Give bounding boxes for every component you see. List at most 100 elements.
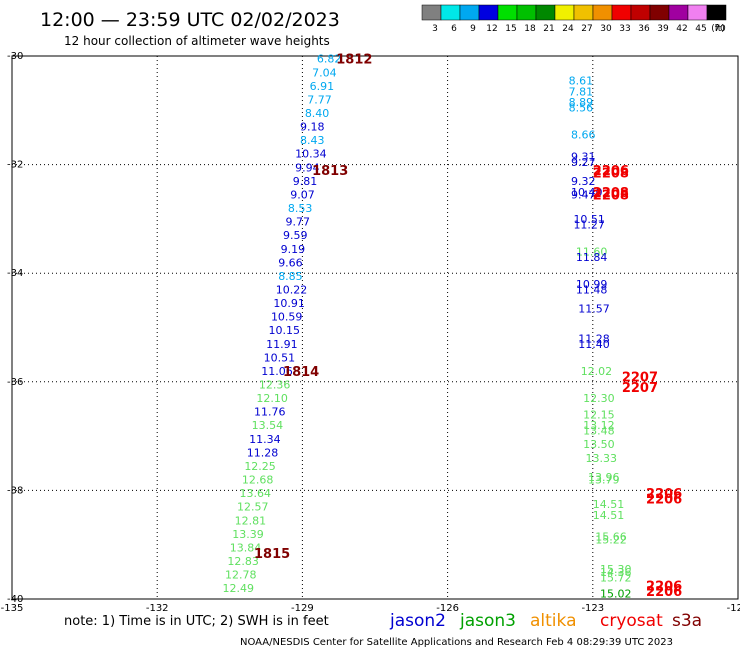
colorbar-swatch — [516, 4, 537, 21]
x-tick-label: -126 — [436, 603, 459, 614]
colorbar-swatch — [535, 4, 556, 21]
y-tick-label: -34 — [7, 268, 23, 279]
axis-ticks: -135 -132 -129 -126 -123 -120 -30 -32 -34 -36 -38 -… — [1, 51, 740, 614]
wave-height-label: 8.43 — [300, 134, 325, 147]
wave-height-points: 6.827.046.917.778.409.188.4310.349.949.8… — [223, 53, 632, 601]
colorbar-swatch — [630, 4, 651, 21]
wave-height-label: 12.10 — [256, 392, 288, 405]
wave-height-label: 12.15 — [583, 408, 615, 421]
wave-height-label: 12.25 — [244, 460, 276, 473]
colorbar-label: 45 — [695, 24, 706, 34]
wave-height-label: 11.48 — [576, 283, 608, 296]
colorbar-label: 6 — [451, 24, 457, 34]
x-tick-label: -120 — [727, 603, 740, 614]
colorbar-swatch — [687, 4, 708, 21]
wave-height-label: 9.47 — [571, 188, 596, 201]
wave-height-label: 12.36 — [259, 379, 291, 392]
footer-note: note: 1) Time is in UTC; 2) SWH is in fe… — [64, 614, 329, 629]
wave-height-label: 11.34 — [249, 433, 281, 446]
wave-height-label: 11.76 — [254, 406, 286, 419]
wave-height-label: 9.19 — [281, 243, 306, 256]
colorbar-label: 70 — [714, 24, 726, 34]
wave-height-label: 13.84 — [230, 541, 261, 554]
wave-height-label: 15.02 — [600, 588, 632, 601]
wave-height-label: 11.60 — [576, 245, 608, 258]
pass-time-label: 2206 — [593, 164, 629, 179]
wave-height-label: 13.96 — [588, 471, 620, 484]
wave-height-label: 13.39 — [232, 528, 264, 541]
wave-height-label: 12.02 — [581, 365, 613, 378]
y-tick-label: -32 — [7, 160, 23, 171]
pass-time-label: 2206 — [646, 579, 682, 594]
wave-height-label: 9.94 — [295, 161, 320, 174]
wave-height-label: 10.15 — [269, 324, 301, 337]
pass-time-label: 2206 — [646, 493, 682, 508]
pass-time-label: 1812 — [336, 53, 372, 68]
wave-height-label: 9.32 — [571, 175, 596, 188]
wave-height-label: 10.99 — [576, 278, 608, 291]
satellite-legend-s3a: s3a — [672, 611, 702, 631]
y-tick-label: -30 — [7, 51, 23, 62]
wave-height-label: 14.36 — [600, 566, 632, 579]
pass-time-label: 1815 — [254, 547, 290, 562]
colorbar-label: 21 — [543, 24, 554, 34]
wave-height-label: 13.12 — [583, 419, 615, 432]
pass-time-label: 2208 — [593, 167, 629, 182]
colorbar-label: 27 — [581, 24, 592, 34]
colorbar-label: 12 — [486, 24, 497, 34]
satellite-legend-cryosat: cryosat — [600, 611, 663, 631]
wave-height-label: 10.40 — [571, 186, 603, 199]
wave-height-label: 11.28 — [578, 332, 610, 345]
colorbar-label: 24 — [562, 24, 574, 34]
colorbar-label: 15 — [505, 24, 516, 34]
wave-height-label: 8.85 — [278, 270, 303, 283]
wave-height-label: 8.61 — [569, 74, 594, 87]
wave-height-label: 11.40 — [578, 338, 610, 351]
wave-height-label: 13.48 — [583, 425, 615, 438]
wave-height-label: 9.18 — [300, 121, 325, 134]
wave-height-label: 6.91 — [310, 80, 335, 93]
plot-frame — [11, 55, 739, 600]
wave-height-label: 10.59 — [271, 311, 303, 324]
wave-height-label: 15.66 — [595, 531, 627, 544]
wave-height-label: 6.82 — [317, 53, 342, 66]
wave-height-label: 7.04 — [312, 66, 337, 79]
wave-height-label: 7.81 — [569, 85, 594, 98]
wave-height-label: 12.81 — [235, 514, 267, 527]
wave-height-label: 12.68 — [242, 474, 274, 487]
wave-height-label: 13.79 — [588, 474, 620, 487]
wave-height-label: 9.66 — [278, 256, 303, 269]
wave-height-label: 13.54 — [252, 419, 284, 432]
wave-height-label: 14.51 — [593, 509, 625, 522]
chart-subtitle: 12 hour collection of altimeter wave hei… — [64, 34, 330, 48]
colorbar-swatch — [554, 4, 575, 21]
colorbar-swatch — [592, 4, 613, 21]
wave-height-label: 9.31 — [571, 150, 596, 163]
wave-height-label: 12.83 — [227, 555, 259, 568]
colorbar-swatch — [459, 4, 480, 21]
wave-height-label: 9.81 — [293, 175, 318, 188]
wave-height-label: 14.51 — [593, 498, 625, 511]
wave-height-label: 12.30 — [583, 392, 615, 405]
wave-height-label: 9.77 — [285, 216, 310, 229]
satellite-legend: jason2 jason3 altika cryosat s3a — [389, 611, 702, 631]
wave-height-label: 10.51 — [573, 213, 605, 226]
x-tick-label: -129 — [291, 603, 314, 614]
x-tick-label: -123 — [581, 603, 604, 614]
pass-time-label: 1813 — [312, 164, 348, 179]
wave-height-label: 8.56 — [569, 102, 594, 115]
wave-height-label: 10.91 — [273, 297, 305, 310]
wave-height-label: 12.78 — [225, 569, 257, 582]
pass-time-label: 2208 — [593, 186, 629, 201]
colorbar-label: 33 — [619, 24, 630, 34]
colorbar-swatch — [706, 4, 727, 21]
pass-time-label: 2207 — [622, 370, 658, 385]
wave-height-label: 9.07 — [290, 188, 315, 201]
wave-height-label: 9.59 — [283, 229, 308, 242]
wave-height-label: 15.30 — [600, 563, 632, 576]
wave-height-label: 9.27 — [571, 156, 596, 169]
y-tick-label: -38 — [7, 485, 23, 496]
colorbar-label: 36 — [638, 24, 650, 34]
pass-time-label: 2207 — [622, 381, 658, 396]
